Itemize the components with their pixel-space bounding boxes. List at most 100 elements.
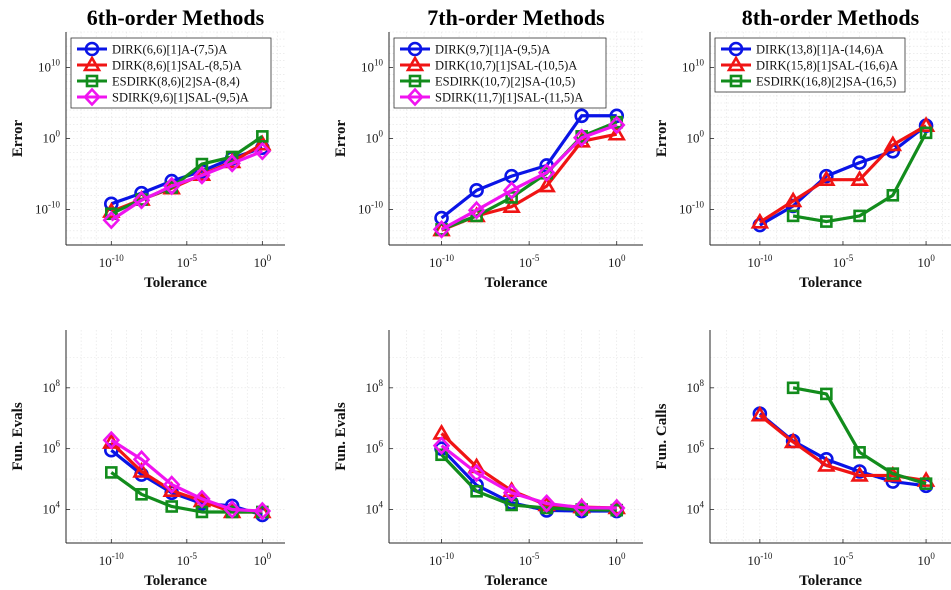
data-point (919, 126, 933, 140)
legend-entry: DIRK(10,7)[1]SAL-(10,5)A (400, 55, 577, 73)
series-magenta (102, 430, 272, 521)
data-point (817, 170, 836, 186)
legend: DIRK(9,7)[1]A-(9,5)A DIRK(10,7)[1]SAL-(10… (393, 37, 607, 109)
data-point (505, 191, 518, 204)
data-point (432, 219, 451, 239)
series-magenta (102, 141, 272, 230)
x-axis-label: Tolerance (144, 275, 207, 291)
legend-label: DIRK(6,6)[1]A-(7,5)A (112, 43, 227, 57)
tick-labels: 10-10 10-5 100 104 106 108 (366, 378, 626, 568)
data-point (783, 191, 803, 208)
legend-marker (726, 55, 746, 72)
data-point (105, 466, 118, 479)
data-point (162, 176, 181, 196)
x-tick-label: 10-10 (99, 253, 124, 270)
y-tick-label: 10-10 (35, 200, 60, 217)
tick-labels: 10-10 10-5 100 104 106 108 (687, 378, 936, 568)
y-tick-label: 108 (687, 378, 705, 395)
data-point (886, 467, 900, 480)
legend-marker (83, 87, 101, 107)
data-point (132, 190, 151, 210)
data-point (435, 448, 448, 462)
x-axis-label: Tolerance (485, 573, 548, 589)
data-point (502, 483, 521, 503)
data-point (783, 432, 803, 449)
x-tick-label: 10-5 (519, 253, 540, 270)
legend: DIRK(6,6)[1]A-(7,5)A DIRK(8,6)[1]SAL-(8,5… (70, 37, 272, 109)
legend-label: SDIRK(9,6)[1]SAL-(9,5)A (112, 91, 249, 105)
data-point (435, 223, 448, 236)
legend-entry: ESDIRK(16,8)[2]SA-(16,5) (721, 75, 896, 89)
y-tick-label: 104 (43, 500, 61, 517)
y-tick-label: 1010 (682, 58, 705, 75)
x-tick-label: 10-5 (177, 551, 198, 568)
chart-title: 7th-order Methods (427, 5, 605, 30)
series-magenta (432, 115, 626, 239)
series-line (792, 386, 927, 486)
chart-panel-3: 10-10 10-5 100 10-10 100 1010 Tolerance Error 8t… (654, 5, 951, 291)
tick-labels: 10-10 10-5 100 10-10 100 1010 (679, 58, 935, 271)
tick-labels: 10-10 10-5 100 104 106 108 (43, 378, 272, 568)
x-axis-label: Tolerance (485, 275, 548, 291)
legend-label: SDIRK(11,7)[1]SAL-(11,5)A (435, 91, 583, 105)
data-point (607, 115, 626, 135)
series-red (750, 116, 936, 229)
x-tick-label: 10-10 (99, 551, 124, 568)
y-tick-label: 100 (43, 129, 61, 146)
data-point (850, 170, 869, 186)
chart-panel-2: 10-10 10-5 100 10-10 100 1010 Tolerance Error 7t… (333, 5, 643, 291)
data-point (750, 212, 770, 229)
legend-marker (84, 41, 100, 57)
data-point (850, 465, 869, 482)
data-point (256, 130, 269, 143)
y-tick-label: 1010 (361, 58, 384, 75)
data-point (572, 128, 591, 148)
data-point (852, 155, 867, 170)
x-tick-label: 100 (917, 551, 935, 568)
tick-labels: 10-10 10-5 100 10-10 100 1010 (358, 58, 626, 271)
legend-entry: SDIRK(9,6)[1]SAL-(9,5)A (77, 87, 249, 107)
x-tick-label: 10-5 (177, 253, 198, 270)
data-point (223, 500, 241, 519)
data-point (253, 141, 272, 161)
x-tick-label: 10-10 (429, 551, 454, 568)
data-point (432, 436, 451, 456)
x-tick-label: 10-5 (519, 551, 540, 568)
x-tick-label: 10-5 (833, 551, 854, 568)
legend-label: DIRK(8,6)[1]SAL-(8,5)A (112, 59, 242, 73)
data-point (817, 455, 836, 472)
y-tick-label: 104 (687, 500, 705, 517)
data-point (193, 489, 211, 509)
data-point (537, 176, 556, 193)
data-point (132, 461, 151, 478)
y-axis-label: Error (333, 120, 349, 158)
y-tick-label: 10-10 (679, 200, 704, 217)
y-tick-label: 106 (43, 439, 61, 456)
data-point (132, 449, 151, 469)
data-point (574, 108, 589, 124)
legend-entry: DIRK(13,8)[1]A-(14,6)A (721, 41, 884, 57)
legend-entry: DIRK(9,7)[1]A-(9,5)A (400, 41, 550, 57)
legend-label: DIRK(13,8)[1]A-(14,6)A (756, 43, 884, 57)
data-point (102, 210, 121, 230)
data-point (853, 209, 866, 223)
legend-entry: DIRK(8,6)[1]SAL-(8,5)A (77, 55, 242, 73)
y-axis-label: Fun. Calls (654, 403, 670, 469)
y-tick-label: 10-10 (358, 200, 383, 217)
data-point (470, 484, 483, 498)
data-point (193, 166, 211, 185)
legend-marker (729, 74, 743, 88)
data-point (502, 197, 521, 213)
legend-label: ESDIRK(10,7)[2]SA-(10,5) (435, 75, 575, 89)
chart-panel-1: 10-10 10-5 100 10-10 100 1010 Tolerance Error 6t… (10, 5, 285, 291)
legend-label: DIRK(9,7)[1]A-(9,5)A (435, 43, 550, 57)
x-tick-label: 10-5 (833, 253, 854, 270)
series-green (786, 126, 933, 228)
data-point (223, 153, 241, 173)
grid-lines (388, 330, 643, 543)
series-green (786, 381, 933, 490)
legend-marker (405, 55, 425, 72)
tick-labels: 10-10 10-5 100 10-10 100 1010 (35, 58, 272, 271)
chart-panel-4: 10-10 10-5 100 104 106 108 Tolerance Fun. Evals (10, 330, 285, 589)
